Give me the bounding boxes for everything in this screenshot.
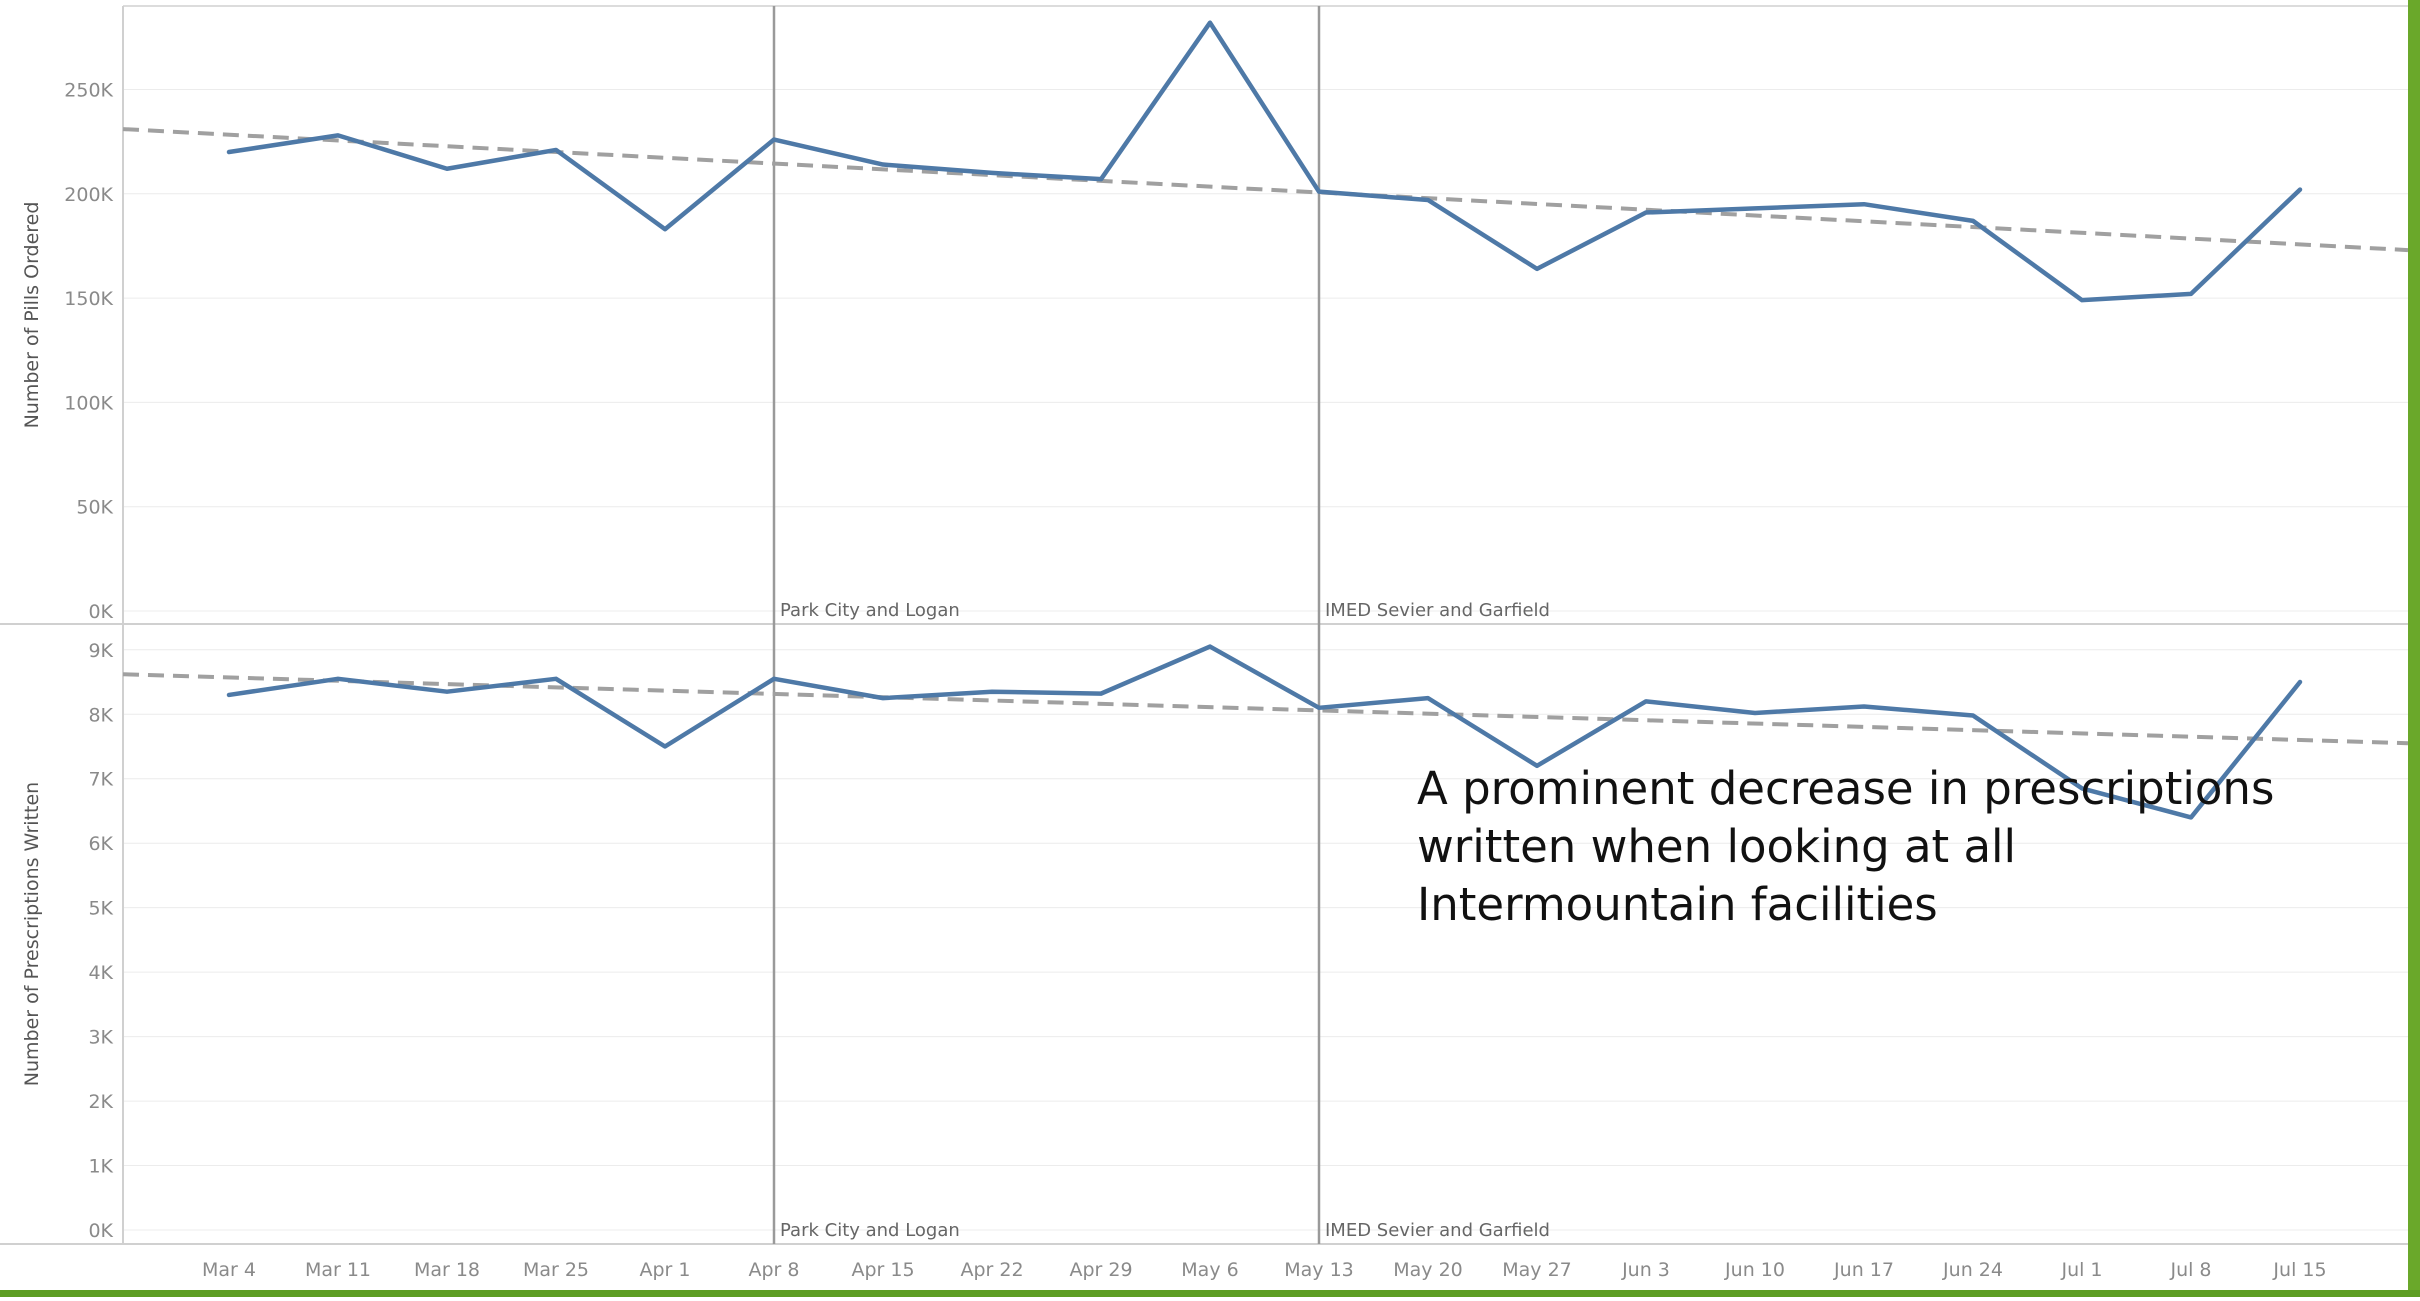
data-point: [2297, 679, 2303, 685]
data-point: [226, 692, 232, 698]
data-point: [2188, 291, 2194, 297]
reference-line-label: IMED Sevier and Garfield: [1325, 600, 1550, 621]
x-tick-label: Apr 29: [1069, 1259, 1132, 1281]
y-tick-label: 6K: [88, 833, 113, 855]
data-point: [1425, 695, 1431, 701]
x-tick-label: May 6: [1181, 1259, 1238, 1281]
x-tick-label: Jun 3: [1621, 1259, 1670, 1281]
y-axis-title: Number of Pills Ordered: [21, 202, 43, 429]
data-point: [1207, 20, 1213, 26]
y-tick-label: 8K: [88, 704, 113, 726]
y-tick-label: 9K: [88, 640, 113, 662]
reference-line-label: Park City and Logan: [780, 600, 960, 621]
x-tick-label: Jun 10: [1724, 1259, 1785, 1281]
data-point: [662, 226, 668, 232]
y-tick-label: 1K: [88, 1156, 113, 1178]
data-point: [1970, 713, 1976, 719]
x-tick-label: Mar 25: [523, 1259, 589, 1281]
y-tick-label: 5K: [88, 898, 113, 920]
x-tick-label: Apr 8: [749, 1259, 800, 1281]
data-point: [662, 743, 668, 749]
data-point: [335, 676, 341, 682]
x-tick-label: May 20: [1393, 1259, 1463, 1281]
chart-annotation: A prominent decrease in prescriptions wr…: [1417, 762, 2275, 931]
data-point: [444, 166, 450, 172]
data-point: [2297, 187, 2303, 193]
data-point: [989, 689, 995, 695]
x-tick-label: Apr 22: [960, 1259, 1023, 1281]
data-point: [1534, 266, 1540, 272]
y-tick-label: 150K: [64, 288, 113, 310]
reference-line-label: Park City and Logan: [780, 1220, 960, 1241]
y-axis-title: Number of Prescriptions Written: [21, 782, 43, 1086]
data-point: [771, 676, 777, 682]
x-tick-label: Mar 11: [305, 1259, 371, 1281]
x-tick-label: May 13: [1284, 1259, 1354, 1281]
x-tick-label: Jul 8: [2169, 1259, 2211, 1281]
data-point: [1861, 201, 1867, 207]
data-point: [880, 695, 886, 701]
y-tick-label: 3K: [88, 1027, 113, 1049]
x-tick-label: Mar 4: [202, 1259, 256, 1281]
x-tick-label: Apr 1: [640, 1259, 691, 1281]
y-tick-label: 100K: [64, 392, 113, 414]
data-point: [1970, 218, 1976, 224]
y-tick-label: 0K: [88, 601, 113, 623]
trend-line: [122, 127, 2409, 253]
trend-line: [122, 672, 2409, 746]
y-tick-label: 0K: [88, 1220, 113, 1242]
data-point: [335, 132, 341, 138]
data-point: [1098, 176, 1104, 182]
data-point: [2079, 297, 2085, 303]
y-tick-label: 4K: [88, 962, 113, 984]
data-point: [226, 149, 232, 155]
y-tick-label: 7K: [88, 769, 113, 791]
y-tick-label: 250K: [64, 79, 113, 101]
data-point: [880, 162, 886, 168]
data-point: [553, 147, 559, 153]
data-point: [1643, 210, 1649, 216]
data-point: [1861, 704, 1867, 710]
data-point: [1643, 698, 1649, 704]
data-point: [1316, 705, 1322, 711]
data-point: [1098, 691, 1104, 697]
x-tick-label: Jul 15: [2272, 1259, 2326, 1281]
series-line: [226, 644, 2303, 820]
data-point: [553, 676, 559, 682]
y-tick-label: 50K: [76, 497, 113, 519]
data-point: [1425, 197, 1431, 203]
data-point: [771, 137, 777, 143]
data-point: [1207, 644, 1213, 650]
x-tick-label: Apr 15: [851, 1259, 914, 1281]
x-tick-label: Mar 18: [414, 1259, 480, 1281]
data-point: [444, 689, 450, 695]
series-line: [226, 20, 2303, 303]
data-point: [989, 170, 995, 176]
data-point: [1752, 205, 1758, 211]
reference-line-label: IMED Sevier and Garfield: [1325, 1220, 1550, 1241]
y-tick-label: 200K: [64, 184, 113, 206]
y-tick-label: 2K: [88, 1091, 113, 1113]
x-tick-label: Jun 17: [1833, 1259, 1894, 1281]
window-edge-right: [2408, 0, 2420, 1297]
data-point: [1752, 710, 1758, 716]
data-point: [1316, 189, 1322, 195]
x-tick-label: May 27: [1502, 1259, 1572, 1281]
x-tick-label: Jul 1: [2060, 1259, 2102, 1281]
window-edge-bottom: [0, 1290, 2420, 1297]
x-tick-label: Jun 24: [1942, 1259, 2003, 1281]
